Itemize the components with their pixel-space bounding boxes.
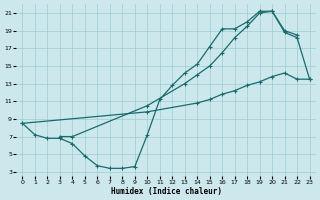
- X-axis label: Humidex (Indice chaleur): Humidex (Indice chaleur): [110, 187, 221, 196]
